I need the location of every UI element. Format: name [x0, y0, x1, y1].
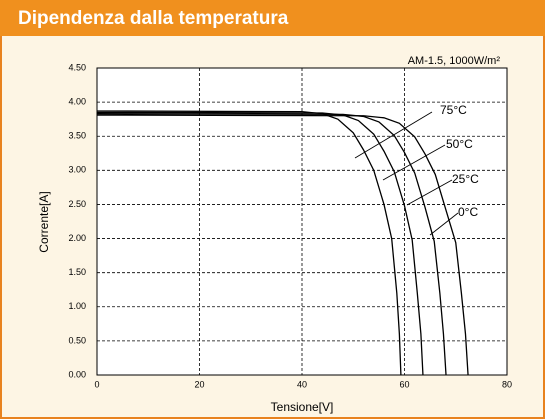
y-tick-label: 0.00 — [68, 369, 86, 379]
y-tick-label: 4.50 — [68, 62, 86, 72]
curve-label: 75°C — [440, 103, 467, 117]
x-tick-label: 60 — [399, 379, 409, 389]
y-tick-label: 4.00 — [68, 96, 86, 106]
y-tick-label: 2.50 — [68, 199, 86, 209]
x-tick-label: 20 — [194, 379, 204, 389]
y-tick-label: 1.00 — [68, 301, 86, 311]
x-tick-label: 80 — [502, 379, 512, 389]
curve-label: 25°C — [452, 172, 479, 186]
y-tick-label: 3.00 — [68, 165, 86, 175]
x-tick-label: 40 — [297, 379, 307, 389]
x-tick-label: 0 — [94, 379, 99, 389]
leader-line — [382, 144, 446, 181]
y-tick-label: 1.50 — [68, 267, 86, 277]
curve-label: 50°C — [446, 137, 473, 151]
iv-curve — [96, 114, 469, 376]
y-axis-label: Corrente[A] — [37, 191, 51, 252]
y-tick-label: 3.50 — [68, 131, 86, 141]
leader-line — [406, 179, 453, 206]
y-tick-label: 0.50 — [68, 335, 86, 345]
x-axis-label: Tensione[V] — [271, 400, 334, 414]
subtitle: AM-1.5, 1000W/m² — [408, 55, 501, 67]
curve-label: 0°C — [458, 205, 478, 219]
y-tick-label: 2.00 — [68, 233, 86, 243]
header — [0, 0, 545, 36]
leader-line — [429, 212, 459, 236]
chart-title: Dipendenza dalla temperatura — [18, 8, 289, 29]
